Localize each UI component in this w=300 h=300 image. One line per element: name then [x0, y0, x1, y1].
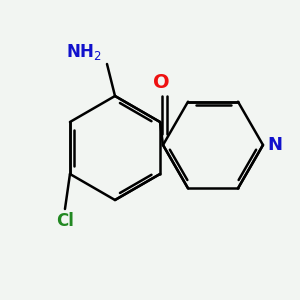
Text: N: N	[267, 136, 282, 154]
Text: O: O	[153, 73, 170, 92]
Text: Cl: Cl	[56, 212, 74, 230]
Text: NH$_2$: NH$_2$	[66, 42, 102, 62]
